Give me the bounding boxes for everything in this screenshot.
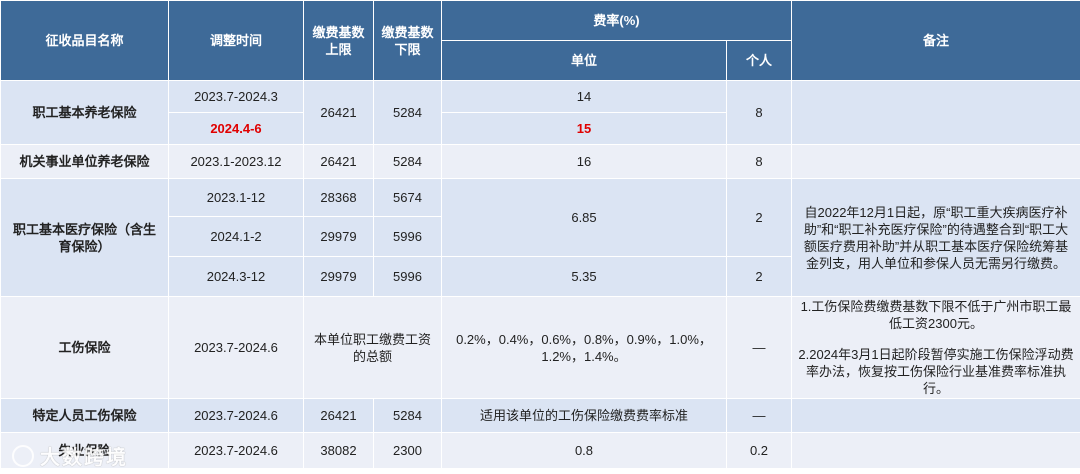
injury-employer: 0.2%，0.4%，0.6%，0.8%，0.9%，1.0%，1.2%，1.4%。 <box>441 296 727 399</box>
medical-remark: 自2022年12月1日起，原“职工重大疾病医疗补助”和“职工补充医疗保险”的待遇… <box>791 178 1080 297</box>
header-base-upper: 缴费基数上限 <box>303 0 374 81</box>
injury-remark: 1.工伤保险费缴费基数下限不低于广州市职工最低工资2300元。 2.2024年3… <box>791 296 1080 399</box>
header-rate-employer: 单位 <box>441 40 727 81</box>
special-injury-lower: 5284 <box>373 398 442 433</box>
injury-remark-2: 2.2024年3月1日起阶段暂停实施工伤保险浮动费率办法，恢复按工伤保险行业基准… <box>798 347 1074 396</box>
pension-remark <box>791 80 1080 145</box>
pension-period-2: 2024.4-6 <box>168 112 304 145</box>
gov-pension-employer: 16 <box>441 144 727 179</box>
table-row: 工伤保险 2023.7-2024.6 本单位职工缴费工资的总额 0.2%，0.4… <box>0 296 1080 399</box>
header-remark: 备注 <box>791 0 1080 81</box>
table-row: 机关事业单位养老保险 2023.1-2023.12 26421 5284 16 … <box>0 144 1080 179</box>
header-item-name: 征收品目名称 <box>0 0 169 81</box>
medical-lower-1: 5674 <box>373 178 442 217</box>
unemployment-employer: 0.8 <box>441 432 727 469</box>
special-injury-individual: — <box>726 398 792 433</box>
medical-individual-1: 2 <box>726 178 792 257</box>
unemployment-upper: 38082 <box>303 432 374 469</box>
table-row: 职工基本医疗保险（含生育保险） 2023.1-12 28368 5674 6.8… <box>0 178 1080 297</box>
injury-individual: — <box>726 296 792 399</box>
medical-employer-1: 6.85 <box>441 178 727 257</box>
pension-employer-2: 15 <box>441 112 727 145</box>
gov-pension-period: 2023.1-2023.12 <box>168 144 304 179</box>
row-name-medical: 职工基本医疗保险（含生育保险） <box>0 178 169 297</box>
row-name-pension: 职工基本养老保险 <box>0 80 169 145</box>
gov-pension-remark <box>791 144 1080 179</box>
pension-period-1: 2023.7-2024.3 <box>168 80 304 113</box>
row-name-special-injury: 特定人员工伤保险 <box>0 398 169 433</box>
pension-lower: 5284 <box>373 80 442 145</box>
table-row: 2024.1-2 29979 5996 <box>1 216 1080 257</box>
special-injury-remark <box>791 398 1080 433</box>
row-name-injury: 工伤保险 <box>0 296 169 399</box>
table-row: 失业保险 2023.7-2024.6 38082 2300 0.8 0.2 <box>0 432 1080 469</box>
gov-pension-individual: 8 <box>726 144 792 179</box>
unemployment-lower: 2300 <box>373 432 442 469</box>
unemployment-individual: 0.2 <box>726 432 792 469</box>
watermark-text: 大数跨境 <box>40 447 128 469</box>
medical-upper-2: 29979 <box>303 216 374 257</box>
pension-employer-1: 14 <box>441 80 727 113</box>
medical-period-1: 2023.1-12 <box>168 178 304 217</box>
medical-period-2: 2024.1-2 <box>168 216 304 257</box>
table-row: 2024.4-6 15 <box>1 112 1080 145</box>
table-row: 2024.3-12 29979 5996 5.35 2 <box>1 256 1080 297</box>
gov-pension-upper: 26421 <box>303 144 374 179</box>
unemployment-remark <box>791 432 1080 469</box>
gov-pension-lower: 5284 <box>373 144 442 179</box>
header-rate: 费率(%) <box>441 0 792 41</box>
table-row: 职工基本养老保险 2023.7-2024.3 26421 5284 14 8 <box>0 80 1080 145</box>
unemployment-period: 2023.7-2024.6 <box>168 432 304 469</box>
medical-upper-1: 28368 <box>303 178 374 217</box>
logo-circle-icon <box>12 444 34 467</box>
special-injury-employer: 适用该单位的工伤保险缴费费率标准 <box>441 398 727 433</box>
medical-lower-3: 5996 <box>373 256 442 297</box>
table-row: 特定人员工伤保险 2023.7-2024.6 26421 5284 适用该单位的… <box>0 398 1080 433</box>
medical-upper-3: 29979 <box>303 256 374 297</box>
special-injury-upper: 26421 <box>303 398 374 433</box>
injury-base: 本单位职工缴费工资的总额 <box>303 296 442 399</box>
medical-lower-2: 5996 <box>373 216 442 257</box>
header-adjust-period: 调整时间 <box>168 0 304 81</box>
special-injury-period: 2023.7-2024.6 <box>168 398 304 433</box>
medical-employer-2: 5.35 <box>441 256 727 297</box>
medical-period-3: 2024.3-12 <box>168 256 304 297</box>
header-rate-individual: 个人 <box>726 40 792 81</box>
injury-remark-1: 1.工伤保险费缴费基数下限不低于广州市职工最低工资2300元。 <box>800 299 1072 331</box>
header-base-lower: 缴费基数下限 <box>373 0 442 81</box>
pension-individual: 8 <box>726 80 792 145</box>
row-name-gov-pension: 机关事业单位养老保险 <box>0 144 169 179</box>
watermark: 大数跨境 <box>12 441 128 470</box>
injury-period: 2023.7-2024.6 <box>168 296 304 399</box>
medical-individual-2: 2 <box>726 256 792 297</box>
pension-upper: 26421 <box>303 80 374 145</box>
